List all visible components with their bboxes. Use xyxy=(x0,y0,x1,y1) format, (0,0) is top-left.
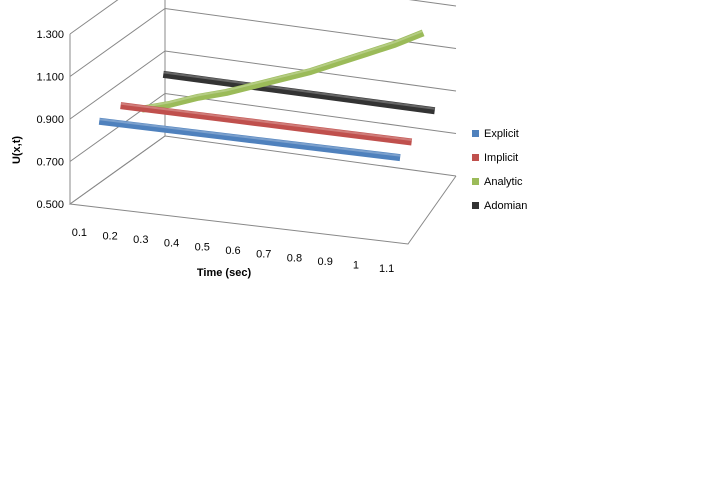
y-tick-label: 0.700 xyxy=(36,157,64,169)
series-line-implicit xyxy=(120,102,413,146)
y-axis-title: U(x,t) xyxy=(11,136,23,164)
x-tick-label: 0.6 xyxy=(225,245,240,257)
series-line-explicit xyxy=(98,117,401,162)
y-gridline xyxy=(69,135,457,205)
legend-label-implicit: Implicit xyxy=(484,152,518,164)
x-tick-label: 0.9 xyxy=(318,256,333,268)
legend-label-explicit: Explicit xyxy=(484,128,519,140)
chart-gridlines xyxy=(69,0,457,205)
chart-series xyxy=(98,29,436,162)
chart-floor xyxy=(68,135,457,245)
series-highlight-implicit xyxy=(120,102,412,142)
series-highlight-explicit xyxy=(99,118,401,157)
legend-swatch-adomian xyxy=(472,202,479,209)
x-tick-label: 1.1 xyxy=(379,263,394,275)
x-tick-label: 0.7 xyxy=(256,249,271,261)
legend-swatch-analytic xyxy=(472,178,479,185)
x-tick-label: 0.3 xyxy=(133,234,148,246)
y-tick-labels: 0.500 0.700 0.900 1.100 1.300 xyxy=(36,29,64,211)
y-gridline xyxy=(69,0,457,35)
x-tick-label: 0.4 xyxy=(164,238,179,250)
legend-label-analytic: Analytic xyxy=(484,176,523,188)
floor-outline xyxy=(68,135,457,245)
y-tick-label: 1.300 xyxy=(36,29,64,41)
legend-label-adomian: Adomian xyxy=(484,200,527,212)
series-highlight-analytic xyxy=(141,29,424,109)
series-line-analytic xyxy=(141,29,425,113)
legend-swatch-implicit xyxy=(472,154,479,161)
x-tick-label: 0.8 xyxy=(287,252,302,264)
x-tick-label: 0.2 xyxy=(102,230,117,242)
x-tick-label: 1 xyxy=(353,260,359,272)
series-line-adomian xyxy=(162,70,436,115)
x-axis-title: Time (sec) xyxy=(197,267,252,279)
x-tick-label: 0.5 xyxy=(195,241,210,253)
legend: Explicit Implicit Analytic Adomian xyxy=(472,128,527,212)
series-highlight-adomian xyxy=(163,71,435,110)
legend-swatch-explicit xyxy=(472,130,479,137)
y-tick-label: 0.500 xyxy=(36,199,64,211)
x-tick-label: 0.1 xyxy=(72,227,87,239)
y-tick-label: 1.100 xyxy=(36,72,64,84)
y-tick-label: 0.900 xyxy=(36,114,64,126)
x-tick-labels: 0.1 0.2 0.3 0.4 0.5 0.6 0.7 0.8 0.9 1 1.1 xyxy=(72,227,395,275)
